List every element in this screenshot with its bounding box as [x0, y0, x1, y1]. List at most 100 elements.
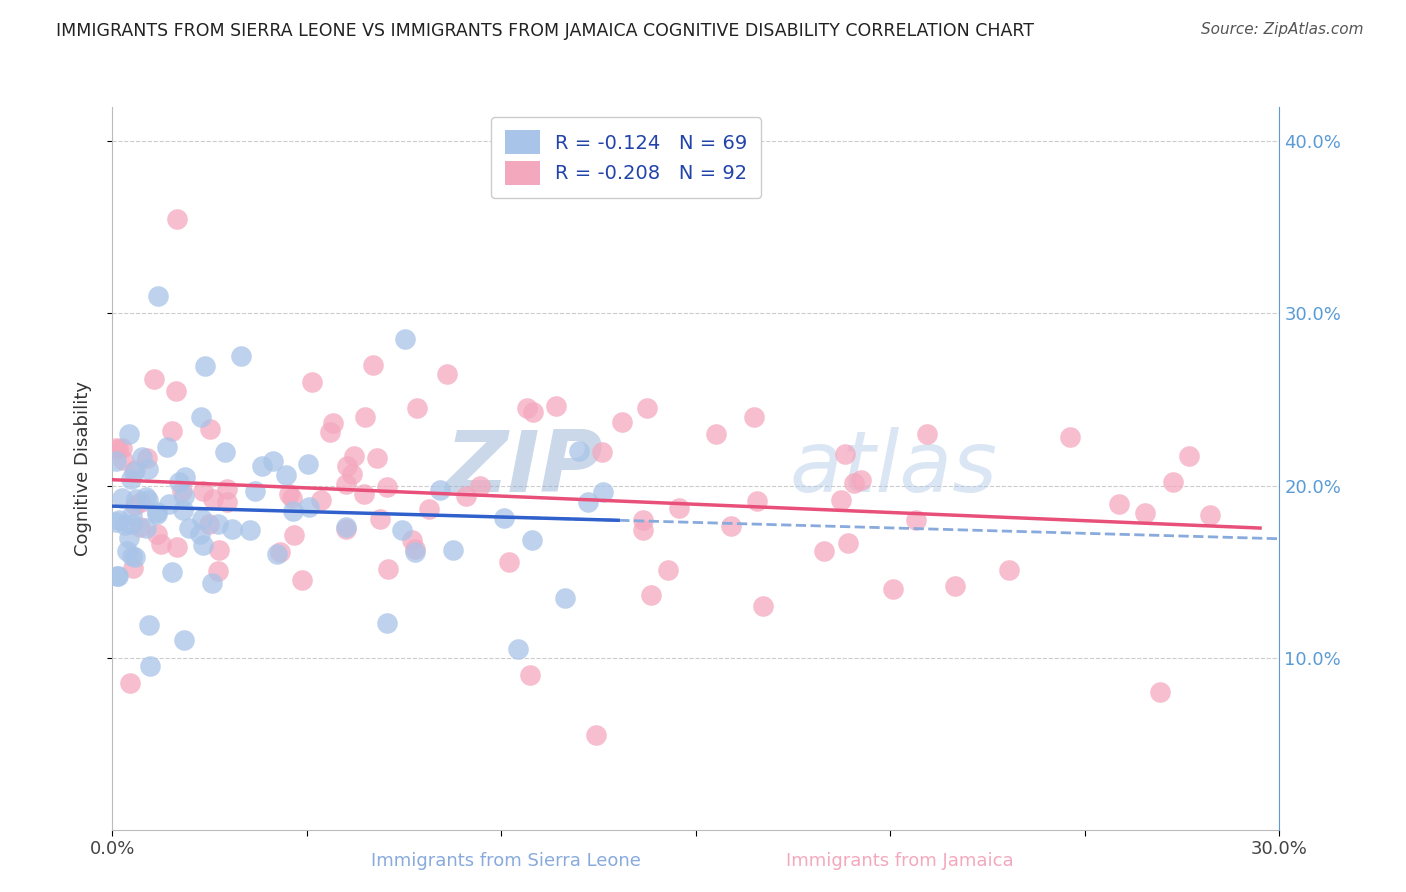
Text: ZIP: ZIP [444, 426, 603, 510]
Point [592, 484, 614, 499]
Point [191, 483, 214, 498]
Point [146, 527, 169, 541]
Point [335, 522, 357, 536]
Point [221, 522, 243, 536]
Point [668, 501, 690, 516]
Point [105, 568, 128, 582]
Point [633, 513, 655, 527]
Text: Source: ZipAtlas.com: Source: ZipAtlas.com [1201, 22, 1364, 37]
Point [165, 384, 187, 398]
Point [190, 409, 212, 424]
Y-axis label: Cognitive Disability: Cognitive Disability [73, 381, 91, 556]
Point [591, 444, 613, 458]
Point [576, 495, 599, 509]
Point [742, 410, 765, 425]
Point [114, 517, 136, 532]
Point [124, 463, 146, 477]
Point [129, 495, 152, 509]
Point [135, 490, 157, 504]
Point [834, 447, 856, 461]
Point [657, 563, 679, 577]
Point [111, 453, 134, 467]
Point [554, 591, 576, 606]
Point [200, 576, 222, 591]
Point [125, 491, 148, 506]
Point [394, 332, 416, 346]
Point [283, 528, 305, 542]
Point [361, 358, 384, 372]
Point [136, 462, 159, 476]
Point [172, 503, 194, 517]
Legend: R = -0.124   N = 69, R = -0.208   N = 92: R = -0.124 N = 69, R = -0.208 N = 92 [491, 117, 761, 198]
Point [111, 491, 134, 505]
Point [368, 512, 391, 526]
Point [640, 588, 662, 602]
Point [172, 483, 194, 498]
Point [105, 453, 128, 467]
Point [281, 504, 304, 518]
Point [429, 483, 451, 497]
Point [298, 500, 321, 514]
Point [280, 491, 302, 505]
Point [208, 543, 231, 558]
Point [454, 489, 477, 503]
Point [105, 516, 128, 530]
Point [201, 491, 224, 506]
Point [207, 564, 229, 578]
Point [441, 543, 464, 558]
Point [124, 550, 146, 565]
Point [309, 493, 332, 508]
Point [335, 477, 357, 491]
Point [229, 350, 252, 364]
Point [837, 535, 859, 549]
Point [319, 425, 342, 440]
Point [636, 401, 658, 415]
Point [1177, 449, 1199, 463]
Point [121, 508, 143, 522]
Point [108, 513, 131, 527]
Point [121, 549, 143, 563]
Point [173, 490, 195, 504]
Point [118, 676, 141, 690]
Point [1149, 685, 1171, 699]
Point [904, 513, 927, 527]
Point [188, 527, 211, 541]
Point [404, 541, 426, 556]
Point [122, 561, 145, 575]
Point [366, 450, 388, 465]
Point [139, 659, 162, 673]
Text: atlas: atlas [789, 426, 997, 510]
Point [118, 531, 141, 545]
Point [917, 427, 939, 442]
Point [585, 728, 607, 742]
Point [266, 547, 288, 561]
Point [404, 545, 426, 559]
Point [813, 544, 835, 558]
Point [943, 579, 966, 593]
Point [342, 467, 364, 482]
Text: Immigrants from Jamaica: Immigrants from Jamaica [786, 852, 1014, 870]
Point [136, 450, 159, 465]
Point [391, 523, 413, 537]
Point [375, 616, 398, 631]
Point [1108, 497, 1130, 511]
Point [118, 426, 141, 441]
Point [276, 468, 298, 483]
Point [745, 494, 768, 508]
Point [239, 523, 262, 537]
Point [494, 511, 516, 525]
Point [401, 533, 423, 548]
Point [522, 405, 544, 419]
Point [198, 517, 221, 532]
Point [173, 633, 195, 648]
Point [122, 466, 145, 480]
Point [115, 544, 138, 558]
Point [568, 444, 591, 458]
Point [322, 416, 344, 430]
Point [250, 459, 273, 474]
Point [375, 480, 398, 494]
Point [998, 562, 1021, 576]
Point [498, 555, 520, 569]
Point [830, 492, 852, 507]
Point [849, 473, 872, 487]
